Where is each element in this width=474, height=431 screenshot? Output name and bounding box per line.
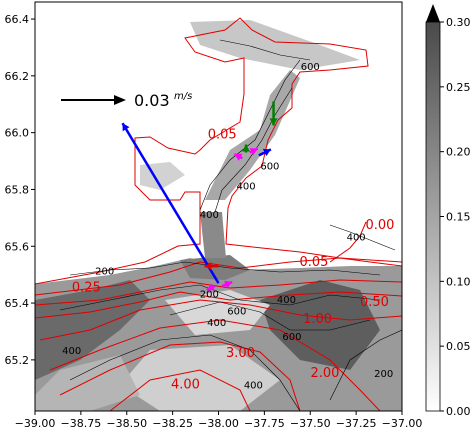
x-tick-label: −37.50: [290, 417, 331, 430]
black-contour-label: 600: [282, 332, 301, 343]
black-contour-line-200-b: [329, 329, 402, 401]
black-contour-label: 600: [227, 306, 246, 317]
heatmap-mid-patch: [35, 355, 140, 411]
red-contour-line-0-00: [329, 221, 367, 263]
black-contour-label: 600: [301, 62, 320, 73]
black-contour-label: 400: [62, 346, 81, 357]
colorbar: 0.00 0.05 0.10 0.15 0.20 0.25 0.30: [425, 4, 471, 418]
x-tick-label: −38.50: [106, 417, 147, 430]
red-contour-label: 2.00: [310, 366, 339, 381]
x-tick-label: −39.00: [15, 417, 56, 430]
velocity-vector: [233, 153, 243, 161]
red-contour-label: 4.00: [171, 377, 200, 392]
colorbar-extend-triangle: [426, 4, 440, 22]
x-axis: −39.00 −38.75 −38.50 −38.25 −38.00 −37.75 −37.…: [15, 411, 423, 430]
red-contour-label: 1.00: [303, 312, 332, 327]
black-contour-label: 200: [374, 369, 393, 380]
colorbar-tick-label: 0.30: [446, 16, 471, 29]
red-contour-line-0-25: [35, 279, 402, 306]
heatmap-upper-channel: [205, 70, 300, 200]
black-contour-line-east-400: [329, 224, 396, 251]
colorbar-tick-label: 0.15: [446, 211, 471, 224]
red-contour-line-0-05: [35, 257, 402, 296]
velocity-vector: [242, 144, 251, 153]
red-contour-line-0-50: [35, 291, 402, 319]
heatmap-dark-east: [260, 280, 380, 370]
y-tick-label: 65.8: [5, 183, 30, 196]
velocity-vector: [269, 101, 278, 126]
y-axis: 65.2 65.4 65.6 65.8 66.0 66.2 66.4: [5, 13, 35, 367]
reference-arrow-value: 0.03: [134, 91, 170, 110]
black-contour-label: 400: [347, 233, 366, 244]
black-contour-line-head: [219, 39, 311, 61]
black-contour-label: 200: [95, 267, 114, 278]
y-tick-label: 65.2: [5, 354, 30, 367]
x-tick-label: −37.25: [336, 417, 377, 430]
reference-arrow-units: m/s: [174, 91, 192, 102]
x-tick-label: −37.75: [244, 417, 285, 430]
y-tick-label: 65.4: [5, 297, 30, 310]
heatmap-fjord-tongue: [180, 255, 250, 280]
black-contour-label: 400: [277, 295, 296, 306]
black-contour-line-600-a: [169, 301, 371, 331]
velocity-vector: [204, 262, 219, 271]
y-tick-label: 66.2: [5, 70, 30, 83]
x-tick-label: −38.00: [198, 417, 239, 430]
black-contour-label: 400: [244, 380, 263, 391]
x-tick-label: −38.25: [152, 417, 193, 430]
colorbar-tick-label: 0.25: [446, 81, 471, 94]
heatmap-dark-west: [35, 280, 150, 380]
heatmap-side-basin: [140, 162, 185, 190]
reference-arrow: 0.03 m/s: [61, 91, 192, 110]
black-contour-label: 600: [260, 162, 279, 173]
colorbar-tick-label: 0.10: [446, 275, 471, 288]
colorbar-gradient: [425, 21, 441, 412]
x-tick-label: −37.00: [382, 417, 423, 430]
heatmap-head: [190, 20, 360, 70]
heatmap-light-patch-south: [120, 345, 280, 411]
velocity-vector: [249, 147, 259, 156]
red-contour-line-1-00: [39, 299, 402, 341]
velocity-vector: [121, 122, 220, 284]
colorbar-tick-label: 0.20: [446, 146, 471, 159]
black-contour-label: 400: [207, 318, 226, 329]
red-contour-line-4-00: [109, 369, 251, 411]
black-contour-label: 400: [200, 210, 219, 221]
red-contour-label: 0.50: [360, 295, 389, 310]
red-contour-label: 0.25: [72, 281, 101, 296]
red-contour-label: 0.05: [208, 127, 237, 142]
black-contour-line-channel: [199, 59, 301, 211]
black-contour-line-400-a: [59, 284, 381, 311]
red-contour-label: 0.05: [299, 255, 328, 270]
x-tick-label: −38.75: [61, 417, 102, 430]
velocity-vector: [221, 280, 233, 289]
heatmap-channel: [200, 212, 226, 258]
colorbar-tick-label: 0.00: [446, 405, 471, 418]
velocity-vector: [258, 148, 272, 157]
y-tick-label: 66.0: [5, 127, 30, 140]
black-contour-line-400-b: [69, 334, 301, 411]
red-contour-label: 0.00: [366, 218, 395, 233]
red-contour-line-2-00: [49, 319, 381, 411]
velocity-vector: [206, 283, 216, 292]
y-tick-label: 66.4: [5, 13, 30, 26]
red-contour-line-3-00: [59, 341, 301, 411]
y-tick-label: 65.6: [5, 240, 30, 253]
colorbar-tick-label: 0.05: [446, 340, 471, 353]
black-contour-label: 200: [200, 289, 219, 300]
red-contour-label: 3.00: [226, 346, 255, 361]
black-contour-label: 400: [236, 181, 255, 192]
reference-arrow-head: [114, 95, 126, 105]
